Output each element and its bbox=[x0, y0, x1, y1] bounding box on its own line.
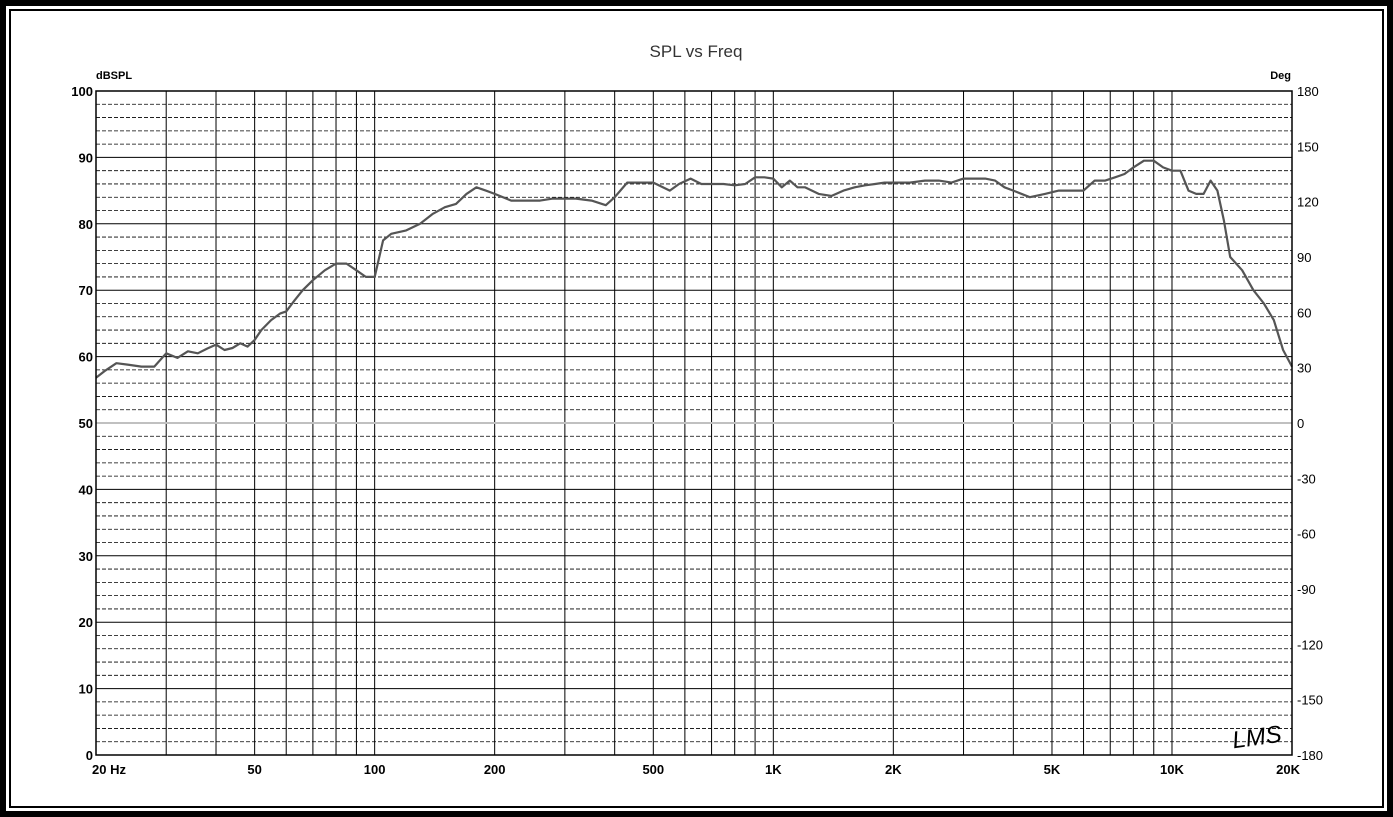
y2-tick-label: -30 bbox=[1297, 471, 1316, 486]
y-tick-label: 70 bbox=[79, 283, 93, 298]
x-tick-label: 2K bbox=[885, 762, 902, 777]
left-axis: 0 10 20 30 40 50 60 70 80 90 100 bbox=[71, 84, 93, 763]
y2-tick-label: 180 bbox=[1297, 84, 1319, 99]
x-tick-label: 1K bbox=[765, 762, 782, 777]
y-tick-label: 60 bbox=[79, 350, 93, 365]
spl-curve bbox=[95, 159, 1293, 379]
y-tick-label: 30 bbox=[79, 549, 93, 564]
y2-tick-label: 60 bbox=[1297, 305, 1311, 320]
plot-border bbox=[95, 90, 1293, 756]
right-axis: -180 -150 -120 -90 -60 -30 0 30 60 90 120 150 180 bbox=[1297, 84, 1323, 763]
chart-title: SPL vs Freq bbox=[650, 42, 743, 61]
plot-grid bbox=[95, 90, 1293, 756]
y-tick-label: 80 bbox=[79, 217, 93, 232]
chart-inner-frame bbox=[9, 9, 1384, 808]
x-tick-label: 200 bbox=[484, 762, 506, 777]
y2-tick-label: -90 bbox=[1297, 582, 1316, 597]
y-tick-label: 0 bbox=[86, 748, 93, 763]
y2-tick-label: 30 bbox=[1297, 361, 1311, 376]
y-tick-label: 100 bbox=[71, 84, 93, 99]
y-tick-label: 50 bbox=[79, 416, 93, 431]
y2-tick-label: 0 bbox=[1297, 416, 1304, 431]
x-tick-label: 10K bbox=[1160, 762, 1184, 777]
x-axis: 20 Hz 50 100 200 500 1K 2K 5K 10K 20K bbox=[92, 762, 1301, 777]
y-tick-label: 90 bbox=[79, 150, 93, 165]
x-tick-label: 100 bbox=[364, 762, 386, 777]
x-tick-label: 50 bbox=[247, 762, 261, 777]
x-tick-label: 5K bbox=[1044, 762, 1061, 777]
y2-tick-label: -60 bbox=[1297, 527, 1316, 542]
x-tick-label: 20 Hz bbox=[92, 762, 126, 777]
y2-tick-label: -120 bbox=[1297, 637, 1323, 652]
y2-tick-label: 90 bbox=[1297, 250, 1311, 265]
y2-tick-label: -150 bbox=[1297, 693, 1323, 708]
y2-tick-label: 150 bbox=[1297, 139, 1319, 154]
y-tick-label: 40 bbox=[79, 482, 93, 497]
y-tick-label: 10 bbox=[79, 682, 93, 697]
y-tick-label: 20 bbox=[79, 615, 93, 630]
right-axis-label: Deg bbox=[1270, 70, 1291, 82]
y2-tick-label: 120 bbox=[1297, 195, 1319, 210]
left-axis-label: dBSPL bbox=[96, 70, 132, 82]
x-tick-label: 20K bbox=[1276, 762, 1300, 777]
x-tick-label: 500 bbox=[642, 762, 664, 777]
y2-tick-label: -180 bbox=[1297, 748, 1323, 763]
